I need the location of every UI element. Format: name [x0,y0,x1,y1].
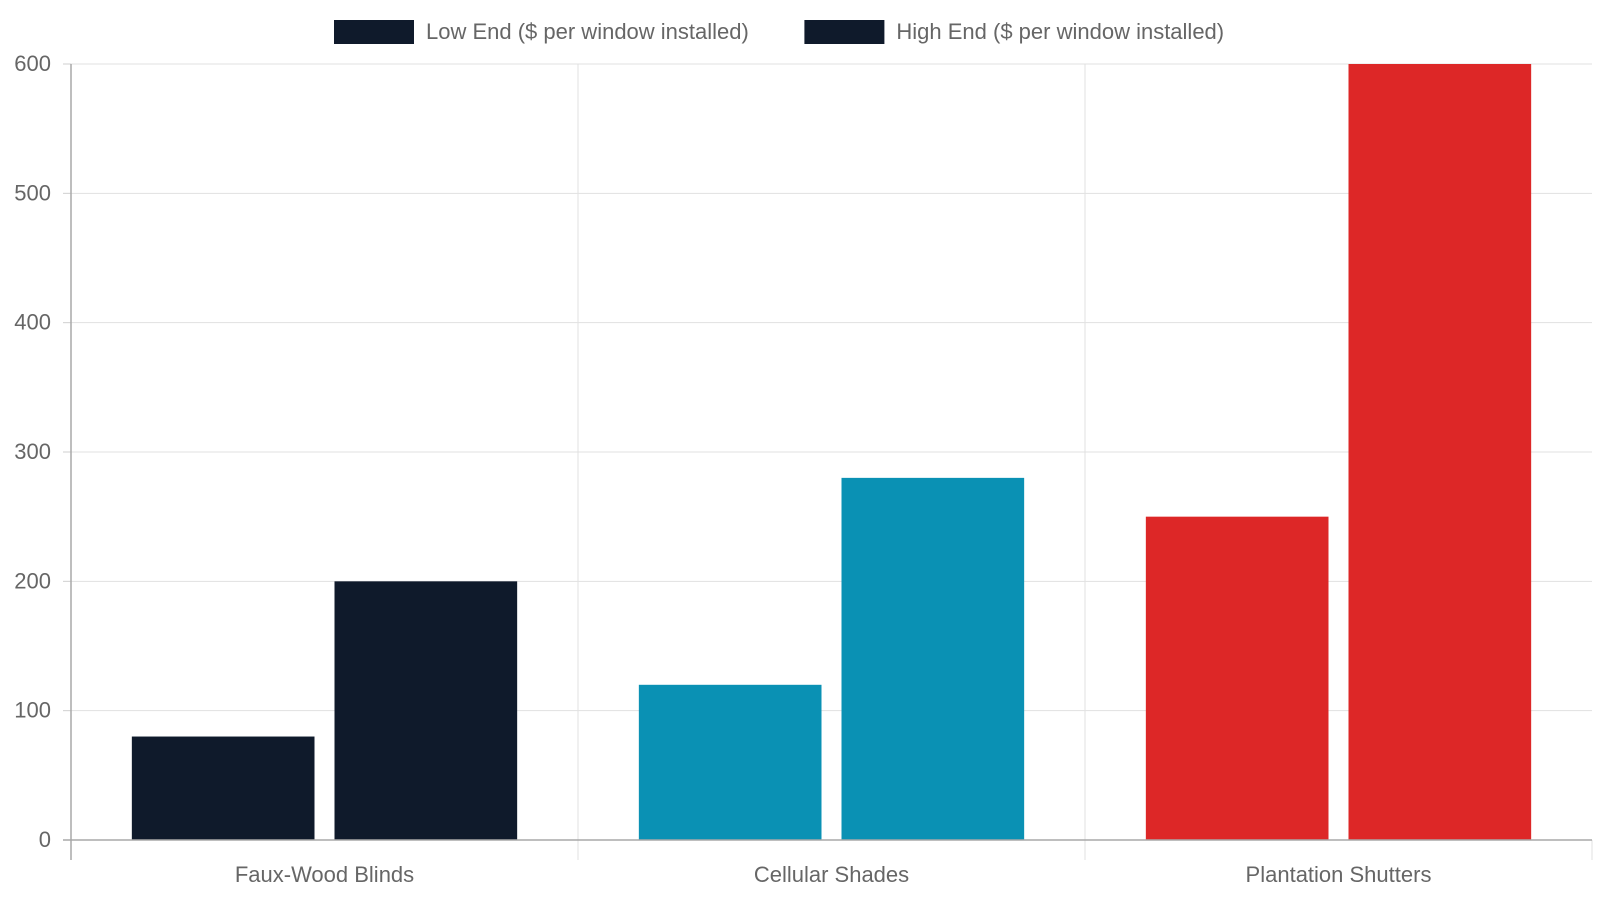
bar-low-0 [131,736,315,840]
axes-layer: 0 100 200 300 400 500 600 Faux-Wood Blinds Cellu… [14,51,1592,887]
bar-low-1 [638,684,822,840]
bar-high-0 [334,581,518,840]
legend-swatch-0 [334,20,414,44]
grid-layer [71,63,1593,860]
y-tick-label: 0 [39,827,51,852]
legend: Low End ($ per window installed) High End… [334,19,1224,44]
legend-swatch-1 [804,20,885,44]
bar-high-1 [841,477,1025,840]
y-tick-label: 400 [14,310,51,335]
y-tick-label: 100 [14,698,51,723]
bar-high-2 [1348,64,1532,840]
legend-label-0: Low End ($ per window installed) [426,19,749,44]
y-tick-label: 200 [14,568,51,593]
bar-low-2 [1145,516,1329,840]
legend-label-1: High End ($ per window installed) [896,19,1224,44]
x-tick-label: Cellular Shades [754,862,909,887]
bars-layer [131,64,1532,840]
y-tick-label: 500 [14,180,51,205]
x-tick-label: Faux-Wood Blinds [235,862,414,887]
y-tick-label: 600 [14,51,51,76]
x-tick-label: Plantation Shutters [1246,862,1432,887]
y-tick-label: 300 [14,439,51,464]
